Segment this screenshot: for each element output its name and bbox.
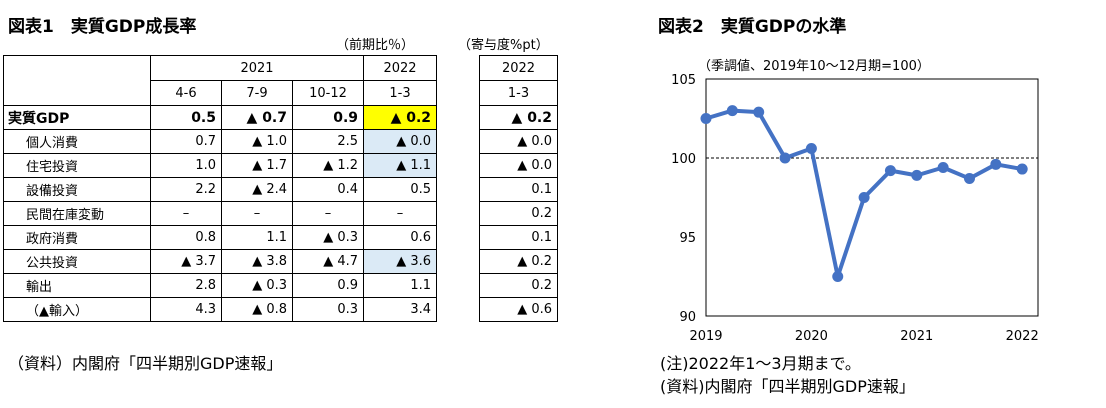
growth-cell: ▲ 1.0 — [221, 129, 293, 154]
row-label: 実質GDP — [3, 105, 151, 130]
plot-frame — [705, 78, 1039, 317]
chart-title: 図表2 実質GDPの水準 — [658, 17, 847, 37]
y-tick-label: 105 — [671, 73, 696, 88]
growth-cell: – — [363, 201, 438, 226]
growth-cell: ▲ 0.8 — [221, 297, 293, 322]
y-tick-label: 90 — [679, 310, 696, 325]
table-source: （資料）内閣府「四半期別GDP速報」 — [8, 354, 283, 373]
growth-cell: – — [221, 201, 293, 226]
growth-cell: 0.9 — [291, 105, 365, 130]
chart-subtitle: （季調値、2019年10～12月期=100） — [698, 59, 930, 74]
growth-cell: ▲ 3.7 — [150, 249, 222, 274]
contribution-cell: 0.2 — [479, 201, 558, 226]
header-blank — [3, 55, 151, 81]
growth-cell: 3.4 — [363, 297, 438, 322]
growth-cell: ▲ 0.7 — [221, 105, 293, 130]
row-label: （▲輸入） — [3, 297, 151, 322]
contribution-cell: 0.1 — [479, 225, 558, 250]
row-label: 設備投資 — [3, 177, 151, 202]
growth-cell: 0.5 — [150, 105, 222, 130]
growth-cell: 2.8 — [150, 273, 222, 298]
contribution-cell: ▲ 0.2 — [479, 105, 558, 130]
contribution-cell: ▲ 0.0 — [479, 153, 558, 178]
growth-cell: 0.9 — [291, 273, 365, 298]
data-point — [1016, 163, 1028, 175]
data-point — [884, 165, 896, 177]
data-point — [911, 169, 923, 181]
growth-cell: 0.3 — [291, 297, 365, 322]
growth-cell: 2.5 — [291, 129, 365, 154]
contribution-cell: ▲ 0.2 — [479, 249, 558, 274]
contribution-cell: ▲ 0.0 — [479, 129, 558, 154]
x-tick-label: 2022 — [1006, 329, 1039, 344]
row-label: 個人消費 — [3, 129, 151, 154]
contribution-table: 2022 1-3 ▲ 0.2 ▲ 0.0 ▲ 0.0 0.1 0.2 0.1 ▲ 0.2 0.… — [479, 55, 558, 322]
unit-label-contribution: （寄与度%pt） — [458, 38, 549, 53]
growth-cell: ▲ 0.3 — [221, 273, 293, 298]
growth-cell: ▲ 1.7 — [221, 153, 293, 178]
growth-cell: ▲ 3.6 — [363, 249, 438, 274]
data-point — [779, 152, 791, 164]
contrib-year-header: 2022 — [479, 55, 558, 81]
row-label: 住宅投資 — [3, 153, 151, 178]
data-point — [937, 161, 949, 173]
growth-cell: ▲ 2.4 — [221, 177, 293, 202]
table-title: 図表1 実質GDP成長率 — [8, 17, 197, 37]
growth-cell: 0.6 — [363, 225, 438, 250]
growth-cell: ▲ 0.2 — [363, 105, 438, 130]
chart-note: (注)2022年1～3月期まで。 — [660, 354, 861, 373]
header-blank-2 — [3, 80, 151, 106]
year-header-2021: 2021 — [149, 55, 365, 81]
row-label: 民間在庫変動 — [3, 201, 151, 226]
data-point — [963, 173, 975, 185]
growth-cell: 0.7 — [150, 129, 222, 154]
data-point — [990, 158, 1002, 170]
growth-cell: ▲ 0.3 — [291, 225, 365, 250]
quarter-header: 1-3 — [363, 80, 438, 106]
quarter-header: 4-6 — [150, 80, 222, 106]
contrib-quarter-header: 1-3 — [479, 80, 558, 106]
growth-cell: – — [291, 201, 365, 226]
growth-cell: 1.1 — [221, 225, 293, 250]
year-header-2022: 2022 — [363, 55, 438, 81]
growth-cell: 0.8 — [150, 225, 222, 250]
growth-cell: 0.5 — [363, 177, 438, 202]
data-point — [858, 192, 870, 203]
unit-label-growth: （前期比％） — [336, 38, 415, 53]
growth-cell: 1.0 — [150, 153, 222, 178]
data-point — [805, 143, 817, 155]
growth-cell: 0.4 — [291, 177, 365, 202]
growth-cell: ▲ 4.7 — [291, 249, 365, 274]
x-tick-label: 2019 — [689, 329, 722, 344]
gdp-level-chart: 105 100 95 90 2019 2020 2021 2022 — [671, 73, 1039, 344]
x-tick-label: 2020 — [795, 329, 828, 344]
growth-cell: 4.3 — [150, 297, 222, 322]
data-point — [832, 271, 844, 282]
x-tick-label: 2021 — [900, 329, 933, 344]
row-label: 政府消費 — [3, 225, 151, 250]
growth-cell: 1.1 — [363, 273, 438, 298]
growth-table: 2021 2022 4-6 7-9 10-12 1-3 実質GDP 0.5 ▲ 0.… — [3, 55, 438, 322]
y-tick-label: 95 — [679, 231, 696, 246]
growth-cell: ▲ 0.0 — [363, 129, 438, 154]
contribution-cell: 0.2 — [479, 273, 558, 298]
data-point — [700, 113, 712, 124]
growth-cell: 2.2 — [150, 177, 222, 202]
data-point — [726, 105, 738, 117]
row-label: 公共投資 — [3, 249, 151, 274]
quarter-header: 7-9 — [221, 80, 293, 106]
contribution-cell: 0.1 — [479, 177, 558, 202]
growth-cell: – — [150, 201, 222, 226]
contribution-cell: ▲ 0.6 — [479, 297, 558, 322]
y-tick-label: 100 — [671, 152, 696, 167]
row-label: 輸出 — [3, 273, 151, 298]
growth-cell: ▲ 1.1 — [363, 153, 438, 178]
chart-source: (資料)内閣府「四半期別GDP速報」 — [660, 377, 915, 396]
quarter-header: 10-12 — [291, 80, 365, 106]
growth-cell: ▲ 1.2 — [291, 153, 365, 178]
growth-cell: ▲ 3.8 — [221, 249, 293, 274]
data-point — [753, 106, 765, 118]
